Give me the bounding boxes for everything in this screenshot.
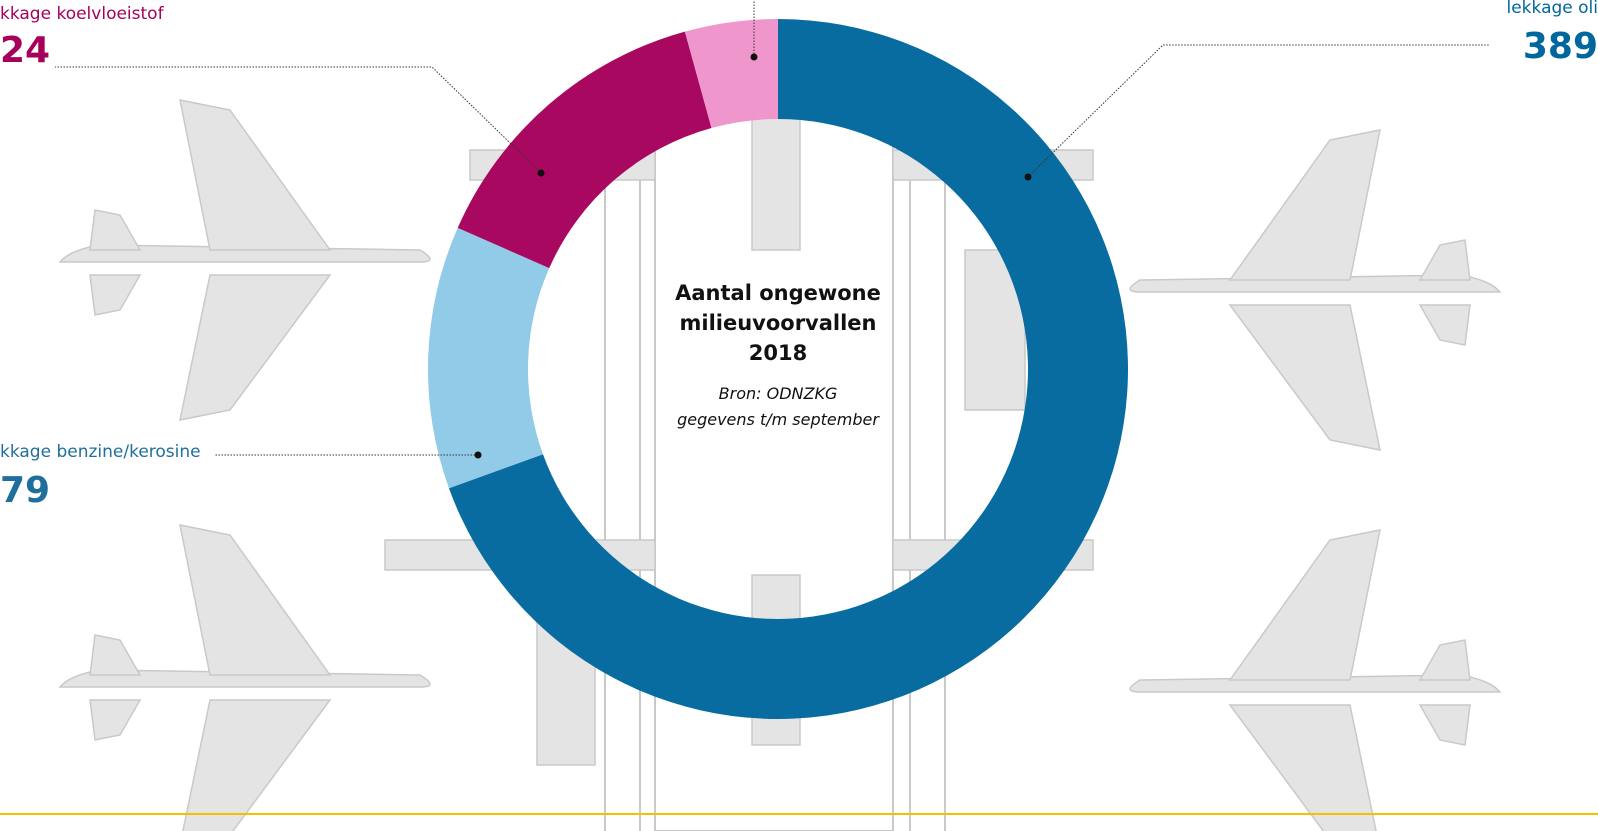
category-label: kkage benzine/kerosine [0, 442, 201, 462]
airplane [58, 99, 431, 421]
leader-line [55, 66, 542, 174]
leader-dot [1024, 173, 1032, 181]
donut-segment [457, 31, 712, 269]
donut-segment [684, 19, 778, 129]
leader-line [1027, 44, 1490, 178]
value-label: 389 [1523, 26, 1598, 67]
source-line: Bron: ODNZKG [719, 384, 838, 403]
leader-dot [537, 169, 545, 177]
donut-segment [427, 227, 550, 489]
leader-dot [750, 53, 758, 61]
donut [427, 19, 1129, 720]
labels: lekkage oli 389 kkage benzine/kerosine 79 kk… [0, 0, 1598, 511]
value-label: 24 [0, 30, 50, 71]
source-line: gegevens t/m september [677, 410, 880, 429]
value-label: 79 [0, 470, 50, 511]
category-label: lekkage oli [1507, 0, 1598, 18]
title-line: Aantal ongewone [675, 281, 881, 305]
category-label: kkage koelvloeistof [0, 4, 165, 24]
donut-segment [448, 19, 1129, 720]
leader-dot [474, 451, 482, 459]
title-line: 2018 [749, 341, 807, 365]
title-line: milieuvoorvallen [679, 311, 876, 335]
